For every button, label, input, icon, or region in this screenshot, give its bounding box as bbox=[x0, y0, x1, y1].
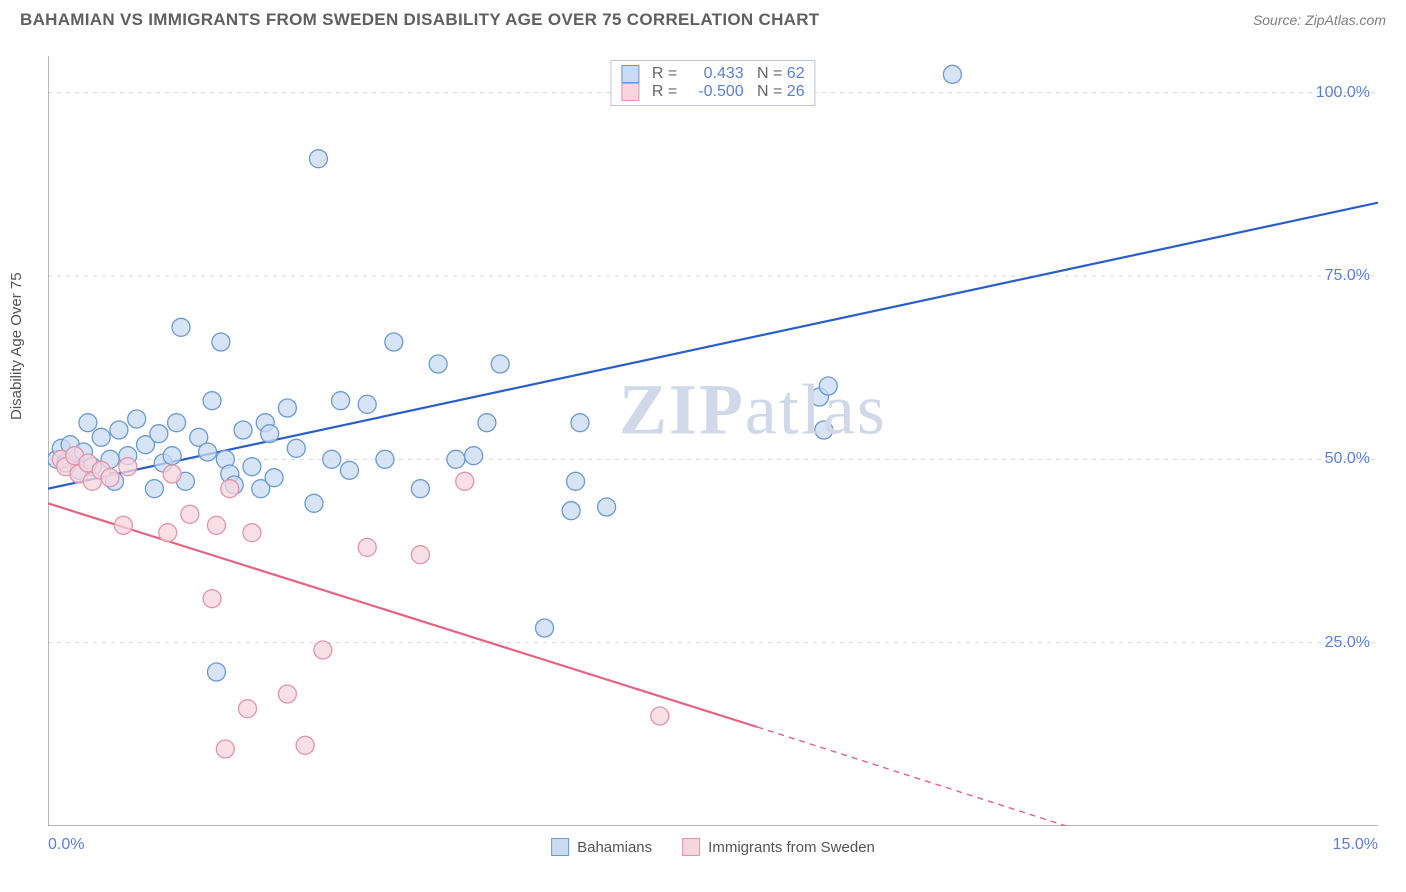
y-tick-label: 100.0% bbox=[1316, 84, 1370, 102]
legend-item: Immigrants from Sweden bbox=[682, 838, 875, 856]
legend-swatch bbox=[621, 83, 639, 101]
y-axis-title: Disability Age Over 75 bbox=[8, 272, 25, 420]
data-point bbox=[411, 546, 429, 564]
data-point bbox=[203, 392, 221, 410]
data-point bbox=[212, 333, 230, 351]
source-name: ZipAtlas.com bbox=[1305, 12, 1386, 28]
data-point bbox=[278, 685, 296, 703]
data-point bbox=[216, 740, 234, 758]
data-point bbox=[287, 439, 305, 457]
data-point bbox=[181, 505, 199, 523]
data-point bbox=[203, 590, 221, 608]
data-point bbox=[145, 480, 163, 498]
trend-line-extrapolated bbox=[757, 727, 1112, 826]
data-point bbox=[207, 663, 225, 681]
data-point bbox=[261, 425, 279, 443]
data-point bbox=[92, 428, 110, 446]
data-point bbox=[385, 333, 403, 351]
data-point bbox=[309, 150, 327, 168]
data-point bbox=[221, 480, 239, 498]
data-point bbox=[150, 425, 168, 443]
data-point bbox=[163, 447, 181, 465]
legend-label: Bahamians bbox=[577, 839, 652, 856]
chart-title: BAHAMIAN VS IMMIGRANTS FROM SWEDEN DISAB… bbox=[20, 10, 820, 30]
chart-plot-area: ZIPatlas R = 0.433 N = 62 R = -0.500 N =… bbox=[48, 56, 1378, 826]
data-point bbox=[199, 443, 217, 461]
legend-swatch bbox=[621, 65, 639, 83]
data-point bbox=[163, 465, 181, 483]
trend-line bbox=[48, 203, 1378, 489]
data-point bbox=[358, 395, 376, 413]
correlation-text: R = 0.433 N = 62 bbox=[647, 65, 804, 83]
data-point bbox=[114, 516, 132, 534]
y-tick-label: 50.0% bbox=[1325, 450, 1370, 468]
data-point bbox=[239, 700, 257, 718]
correlation-text: R = -0.500 N = 26 bbox=[647, 83, 804, 101]
data-point bbox=[296, 736, 314, 754]
data-point bbox=[265, 469, 283, 487]
data-point bbox=[278, 399, 296, 417]
data-point bbox=[465, 447, 483, 465]
data-point bbox=[571, 414, 589, 432]
data-point bbox=[79, 414, 97, 432]
y-tick-label: 75.0% bbox=[1325, 267, 1370, 285]
correlation-row: R = -0.500 N = 26 bbox=[621, 83, 804, 101]
data-point bbox=[128, 410, 146, 428]
legend-item: Bahamians bbox=[551, 838, 652, 856]
data-point bbox=[358, 538, 376, 556]
data-point bbox=[567, 472, 585, 490]
data-point bbox=[305, 494, 323, 512]
data-point bbox=[340, 461, 358, 479]
data-point bbox=[562, 502, 580, 520]
scatter-plot-svg bbox=[48, 56, 1378, 826]
source-attribution: Source: ZipAtlas.com bbox=[1253, 12, 1386, 28]
data-point bbox=[819, 377, 837, 395]
legend-label: Immigrants from Sweden bbox=[708, 839, 875, 856]
x-tick-label: 0.0% bbox=[48, 836, 84, 854]
data-point bbox=[314, 641, 332, 659]
data-point bbox=[815, 421, 833, 439]
data-point bbox=[598, 498, 616, 516]
data-point bbox=[243, 524, 261, 542]
data-point bbox=[491, 355, 509, 373]
series-legend: Bahamians Immigrants from Sweden bbox=[551, 838, 875, 856]
data-point bbox=[536, 619, 554, 637]
x-tick-label: 15.0% bbox=[1333, 836, 1378, 854]
data-point bbox=[119, 458, 137, 476]
correlation-row: R = 0.433 N = 62 bbox=[621, 65, 804, 83]
data-point bbox=[447, 450, 465, 468]
correlation-legend-box: R = 0.433 N = 62 R = -0.500 N = 26 bbox=[610, 60, 815, 106]
y-tick-label: 25.0% bbox=[1325, 634, 1370, 652]
data-point bbox=[332, 392, 350, 410]
data-point bbox=[110, 421, 128, 439]
trend-line bbox=[48, 503, 757, 727]
data-point bbox=[411, 480, 429, 498]
legend-swatch bbox=[682, 838, 700, 856]
data-point bbox=[943, 65, 961, 83]
data-point bbox=[159, 524, 177, 542]
data-point bbox=[243, 458, 261, 476]
legend-swatch bbox=[551, 838, 569, 856]
data-point bbox=[456, 472, 474, 490]
data-point bbox=[168, 414, 186, 432]
chart-header: BAHAMIAN VS IMMIGRANTS FROM SWEDEN DISAB… bbox=[0, 0, 1406, 30]
data-point bbox=[101, 469, 119, 487]
data-point bbox=[323, 450, 341, 468]
data-point bbox=[478, 414, 496, 432]
data-point bbox=[234, 421, 252, 439]
data-point bbox=[376, 450, 394, 468]
data-point bbox=[172, 318, 190, 336]
data-point bbox=[429, 355, 447, 373]
data-point bbox=[207, 516, 225, 534]
source-prefix: Source: bbox=[1253, 12, 1305, 28]
data-point bbox=[651, 707, 669, 725]
